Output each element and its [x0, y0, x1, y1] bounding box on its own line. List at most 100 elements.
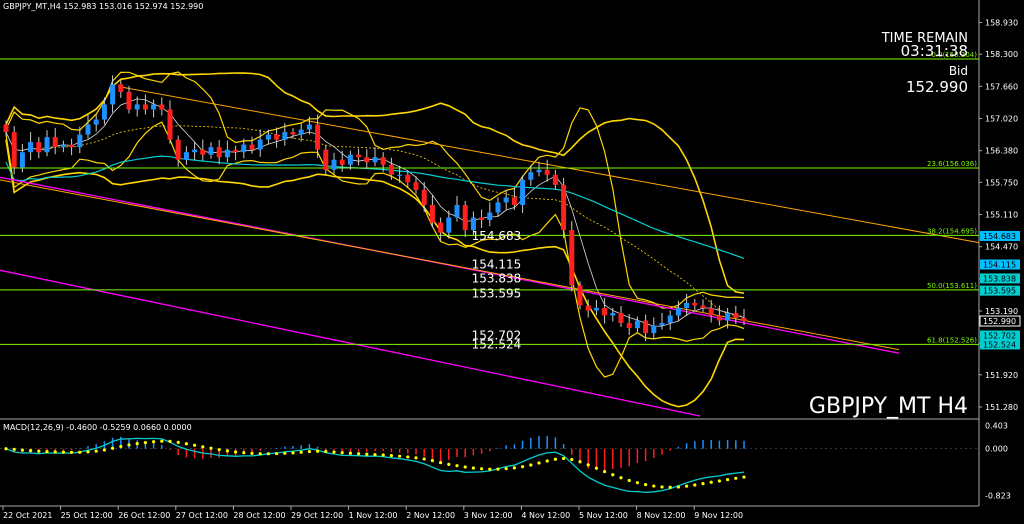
- price-tick-label: 151.920: [985, 371, 1018, 380]
- macd-signal-dot: [594, 466, 599, 470]
- candle-body: [175, 139, 181, 160]
- price-tag-label: 153.595: [983, 287, 1016, 296]
- price-tag: [980, 230, 1020, 241]
- price-tick-label: 155.110: [985, 210, 1018, 219]
- candle-body: [19, 152, 25, 168]
- level-label: 152.702: [472, 328, 522, 342]
- time-remain-value: 03:31:38: [901, 42, 968, 60]
- macd-signal-dot: [119, 444, 123, 449]
- macd-signal-dot: [4, 447, 8, 451]
- candle-body: [52, 137, 58, 148]
- candle-body: [159, 104, 165, 110]
- macd-signal-dot: [45, 449, 49, 454]
- candle-body: [118, 84, 124, 92]
- level-label: 154.115: [472, 257, 522, 271]
- candle-body: [126, 91, 132, 110]
- candle-body: [388, 164, 394, 175]
- macd-signal-dot: [283, 451, 287, 455]
- slow-ma-line: [5, 155, 745, 259]
- candle-body: [93, 119, 99, 125]
- candle-body: [593, 307, 599, 311]
- macd-signal-dot: [152, 440, 156, 444]
- macd-signal-dot: [406, 455, 410, 459]
- candle-body: [85, 124, 91, 135]
- macd-signal-dot: [627, 478, 631, 483]
- macd-signal-dot: [332, 450, 336, 454]
- candle-body: [183, 152, 189, 160]
- candle-body: [331, 159, 337, 170]
- macd-signal-dot: [652, 484, 656, 488]
- candle-body: [454, 204, 460, 218]
- price-tick-label: 158.300: [985, 50, 1018, 59]
- macd-signal-dot: [685, 484, 689, 488]
- macd-signal-dot: [389, 453, 393, 458]
- macd-tick-label: -0.823: [985, 492, 1011, 501]
- candle-body: [265, 134, 271, 140]
- candles: [3, 75, 747, 342]
- time-tick-label: 27 Oct 12:00: [176, 511, 228, 520]
- candle-body: [446, 217, 452, 233]
- macd-signal-dot: [78, 450, 82, 454]
- candle-body: [274, 134, 280, 140]
- macd-signal-dot: [668, 485, 672, 489]
- candle-body: [438, 222, 444, 233]
- macd-signal-dot: [316, 449, 320, 453]
- fib-label: 61.8(152.526): [927, 336, 977, 344]
- candle-body: [495, 202, 501, 213]
- macd-signal-dot: [545, 459, 549, 463]
- candle-body: [323, 149, 329, 170]
- macd-signal-dot: [275, 451, 279, 456]
- macd-signal-dot: [168, 439, 172, 443]
- macd-signal-dot: [619, 476, 623, 480]
- candle-body: [487, 212, 493, 221]
- level-label: 153.595: [472, 287, 522, 301]
- fib-label: 50.0(153.611): [927, 282, 977, 290]
- macd-signal-dot: [193, 443, 197, 447]
- candle-body: [618, 312, 624, 324]
- candle-body: [602, 307, 608, 316]
- time-tick-label: 4 Nov 12:00: [521, 511, 570, 520]
- candle-body: [610, 312, 616, 316]
- macd-signal-dot: [603, 469, 607, 474]
- trendline-magenta-lower: [0, 269, 701, 417]
- candle-body: [626, 323, 632, 329]
- macd-signal-dot: [693, 483, 697, 487]
- candle-body: [413, 182, 419, 190]
- price-tag: [980, 330, 1020, 341]
- candle-body: [405, 174, 411, 183]
- price-tick-label: 157.660: [985, 82, 1018, 91]
- macd-signal-dot: [299, 450, 303, 454]
- macd-signal-dot: [184, 442, 188, 446]
- candle-body: [561, 184, 567, 231]
- macd-signal-dot: [529, 463, 533, 467]
- candle-body: [167, 109, 173, 140]
- macd-signal-dot: [521, 465, 525, 469]
- macd-tick-label: 0.403: [985, 422, 1008, 431]
- price-tick-label: 155.750: [985, 178, 1018, 187]
- macd-signal-dot: [676, 485, 681, 489]
- candle-body: [569, 230, 575, 286]
- price-tag: [980, 285, 1020, 296]
- macd-signal-dot: [324, 449, 328, 454]
- candle-body: [536, 169, 542, 173]
- candle-body: [520, 179, 526, 205]
- candle-body: [552, 174, 558, 185]
- price-tick-label: 154.470: [985, 243, 1018, 252]
- macd-signal-dot: [504, 466, 508, 471]
- macd-signal-dot: [709, 480, 713, 484]
- bollinger-lower-outer: [5, 139, 745, 408]
- candle-body: [741, 318, 747, 322]
- macd-signal-dot: [562, 456, 566, 461]
- price-tag-label: 152.524: [983, 340, 1016, 349]
- time-tick-label: 1 Nov 12:00: [349, 511, 398, 520]
- macd-signal-dot: [29, 449, 33, 453]
- macd-signal-dot: [644, 483, 648, 487]
- time-tick-label: 22 Oct 2021: [3, 511, 52, 520]
- macd-signal-dot: [734, 476, 738, 480]
- macd-signal-dot: [217, 448, 221, 452]
- macd-signal-dot: [111, 446, 115, 450]
- bollinger-lower-inner: [5, 121, 745, 378]
- macd-signal-dot: [225, 449, 229, 453]
- candle-body: [44, 137, 50, 153]
- candle-body: [306, 124, 312, 130]
